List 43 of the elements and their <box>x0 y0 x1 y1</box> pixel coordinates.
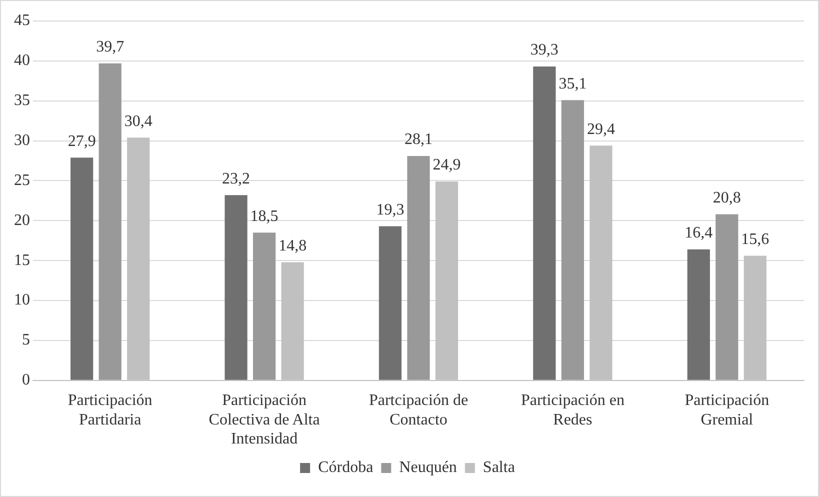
data-label: 29,4 <box>586 120 615 138</box>
y-tick-label: 45 <box>14 12 30 30</box>
data-label: 18,5 <box>250 208 278 225</box>
bar <box>224 195 248 380</box>
y-tick-label: 30 <box>14 132 30 150</box>
data-label: 39,3 <box>530 42 558 59</box>
y-tick-label: 0 <box>22 372 30 389</box>
bar <box>407 156 430 380</box>
y-tick-label: 35 <box>14 92 30 110</box>
bar <box>716 214 738 380</box>
y-tick-label: 20 <box>14 212 30 229</box>
bar <box>533 66 556 380</box>
y-tick-label: 5 <box>22 332 30 349</box>
legend-label: Neuquén <box>399 459 457 476</box>
data-label: 35,1 <box>558 75 587 92</box>
bar <box>252 232 276 380</box>
y-tick-label: 25 <box>14 172 30 189</box>
legend-label: Córdoba <box>318 459 374 476</box>
y-tick-label: 15 <box>14 252 30 269</box>
data-label: 20,8 <box>712 189 741 206</box>
data-label: 30,4 <box>124 112 152 130</box>
x-tick-label: Participación Gremial <box>684 392 770 428</box>
x-tick-label: Partcipación de Contacto <box>368 392 468 428</box>
y-tick-label: 40 <box>14 52 30 70</box>
bar <box>561 100 584 380</box>
data-label: 24,9 <box>432 156 461 174</box>
bar <box>687 249 710 380</box>
data-label: 39,7 <box>96 38 124 56</box>
x-tick-label: Participación Colectiva de Alta Intensidad <box>208 392 320 448</box>
data-label: 15,6 <box>741 231 770 248</box>
data-label: 23,2 <box>222 170 250 188</box>
x-tick-label: Participación Partidaria <box>68 392 152 428</box>
bar <box>378 226 402 380</box>
data-label: 19,3 <box>376 201 404 218</box>
data-label: 16,4 <box>684 224 713 242</box>
data-label: 27,9 <box>68 132 96 150</box>
bar <box>98 63 122 380</box>
x-tick-label: Participación en Redes <box>520 392 624 428</box>
data-label: 28,1 <box>404 131 432 148</box>
data-label: 14,8 <box>278 237 307 254</box>
y-tick-label: 10 <box>14 292 30 309</box>
legend-label: Salta <box>482 459 515 476</box>
bar <box>70 158 94 380</box>
